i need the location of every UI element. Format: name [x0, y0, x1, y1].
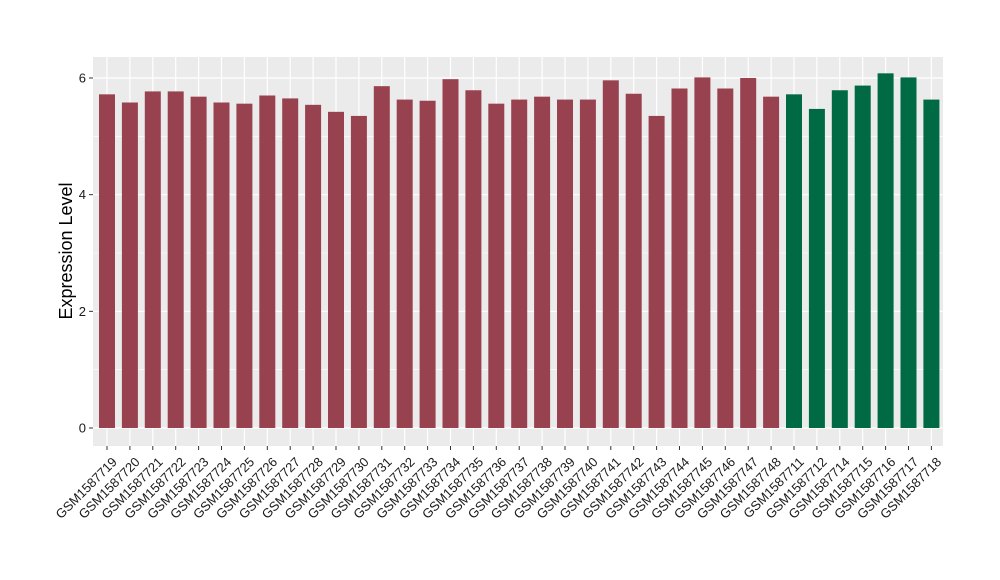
y-tick-label: 4: [79, 187, 86, 202]
bar-GSM1587718: [923, 99, 940, 428]
y-tick-label: 6: [79, 71, 86, 86]
bar-GSM1587722: [167, 91, 184, 429]
bar-GSM1587738: [534, 96, 551, 429]
bar-GSM1587735: [465, 90, 482, 428]
bar-GSM1587733: [419, 100, 436, 428]
bar-GSM1587748: [763, 96, 780, 429]
bar-GSM1587728: [305, 104, 322, 428]
bar-GSM1587741: [602, 80, 619, 428]
bar-GSM1587745: [694, 77, 711, 429]
bar-GSM1587734: [442, 79, 459, 429]
bar-GSM1587746: [717, 88, 734, 428]
x-axis: GSM1587719GSM1587720GSM1587721GSM1587722…: [53, 446, 944, 522]
bar-GSM1587744: [671, 88, 688, 428]
bar-GSM1587719: [99, 94, 115, 428]
bar-GSM1587747: [740, 78, 757, 428]
bar-GSM1587717: [900, 77, 917, 429]
y-tick-label: 0: [79, 421, 86, 436]
bar-GSM1587712: [808, 108, 825, 429]
bar-GSM1587727: [282, 98, 299, 429]
bar-GSM1587714: [831, 90, 848, 428]
y-axis: 0 2 4 6: [79, 71, 93, 436]
bar-GSM1587720: [121, 102, 138, 428]
bar-GSM1587742: [625, 93, 642, 428]
bar-GSM1587729: [328, 111, 344, 428]
bar-GSM1587731: [373, 86, 390, 429]
bar-GSM1587737: [511, 99, 528, 428]
bar-GSM1587715: [854, 85, 871, 428]
bar-GSM1587730: [350, 115, 367, 429]
bars: [99, 73, 940, 429]
bar-GSM1587723: [190, 96, 207, 429]
y-axis-title: Expression Level: [56, 182, 76, 319]
bar-GSM1587740: [579, 99, 596, 428]
y-tick-label: 2: [79, 304, 86, 319]
bar-GSM1587711: [786, 94, 802, 428]
bar-GSM1587736: [488, 103, 505, 429]
bar-GSM1587743: [648, 115, 665, 429]
bar-GSM1587726: [259, 95, 276, 428]
bar-GSM1587739: [557, 99, 573, 428]
bar-GSM1587716: [877, 73, 894, 428]
bar-GSM1587725: [236, 103, 253, 429]
bar-GSM1587724: [213, 102, 230, 428]
bar-GSM1587721: [144, 91, 161, 429]
bar-GSM1587732: [396, 99, 413, 428]
